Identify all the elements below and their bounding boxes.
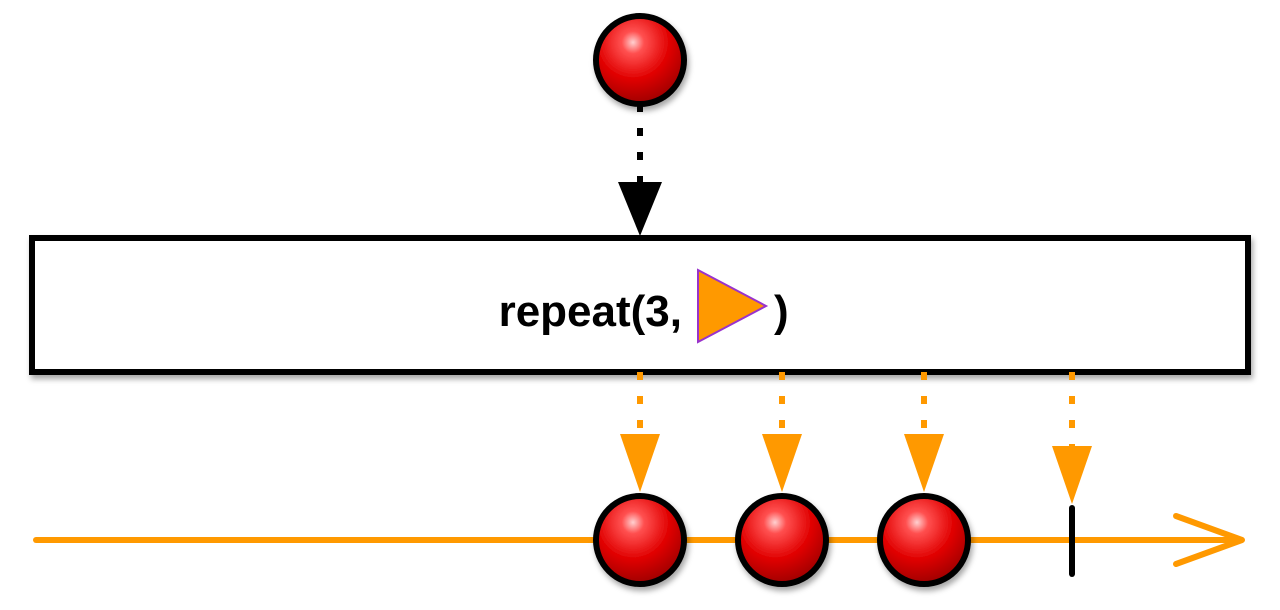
- output-arrowhead-icon: [1052, 446, 1092, 504]
- orange-triangle-play-icon: [697, 268, 769, 344]
- output-arrowhead-icon: [620, 434, 660, 492]
- output-marble: [877, 493, 971, 587]
- output-arrowhead-icon: [904, 434, 944, 492]
- output-marble: [593, 493, 687, 587]
- output-connectors: [620, 372, 1092, 504]
- output-arrowhead-icon: [762, 434, 802, 492]
- timeline-arrowhead-icon: [1173, 513, 1245, 567]
- operator-box: [29, 235, 1251, 375]
- operator-label-prefix: repeat(3,: [499, 287, 682, 336]
- source-arrowhead-icon: [618, 182, 662, 236]
- operator-label-suffix: ): [774, 287, 789, 336]
- source-marble: [593, 13, 687, 107]
- output-marble: [735, 493, 829, 587]
